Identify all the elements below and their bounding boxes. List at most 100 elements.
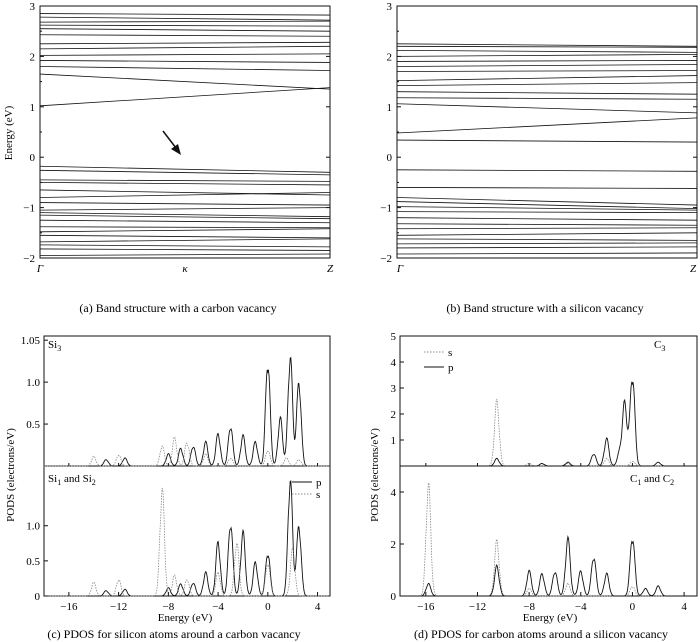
band-line [39, 60, 331, 63]
pdos-series-s-bottom [44, 487, 330, 597]
y-tick-label: 5 [391, 331, 397, 343]
y-tick-label: 4 [391, 357, 397, 369]
x-tick-label: 0 [265, 601, 271, 613]
arrow-annotation [162, 130, 177, 149]
band-line [39, 73, 331, 90]
band-line [396, 64, 698, 67]
y-tick-label: 2 [387, 51, 393, 63]
label-c3: C3 [654, 339, 665, 353]
label-si3: Si3 [48, 339, 61, 353]
band-line [39, 212, 331, 218]
y-tick-label: 2 [30, 51, 36, 63]
band-line [39, 16, 331, 21]
band-line [39, 20, 331, 23]
band-line [396, 45, 698, 48]
band-line [396, 223, 698, 226]
band-line [39, 41, 331, 45]
y-tick-label: 3 [391, 383, 397, 395]
y-tick-label: 1.0 [26, 521, 40, 533]
band-line [39, 228, 331, 233]
y-tick-label: 0 [30, 152, 36, 164]
y-tick-label: −1 [23, 203, 35, 215]
arrow-head [171, 144, 181, 155]
ylabel-d: PODS (electrons/eV) [369, 428, 381, 522]
y-tick-label: −2 [23, 253, 35, 265]
band-line [396, 91, 698, 95]
band-line [396, 238, 698, 241]
x-tick-label: Z [690, 263, 697, 275]
band-line [39, 214, 331, 220]
caption-d: (d) PDOS for carbon atoms around a silic… [414, 627, 668, 641]
band-line [396, 242, 698, 245]
band-line [396, 117, 698, 134]
band-line [39, 207, 331, 211]
x-tick-label: −4 [212, 601, 224, 613]
x-tick-label: −12 [469, 601, 486, 613]
band-line [396, 217, 698, 221]
band-line [396, 75, 698, 81]
band-line [39, 219, 331, 224]
panel-d: −16 −12 −8 −4 0 4 5 4 3 2 1 4 2 0 [391, 331, 698, 613]
y-tick-label: 0.5 [26, 419, 40, 431]
band-line [39, 248, 331, 251]
band-line [39, 179, 331, 182]
y-tick-label: 2 [391, 539, 397, 551]
x-tick-label: 4 [315, 601, 321, 613]
y-tick-label: 3 [387, 1, 393, 13]
legend-label-s: s [316, 489, 320, 501]
y-tick-label: 1 [30, 102, 36, 114]
y-tick-label: 2 [391, 409, 397, 421]
band-line [396, 252, 698, 255]
label-c1-c2: C1 and C2 [630, 473, 674, 487]
band-line [396, 201, 698, 210]
pdos-series-p-bottom [44, 480, 330, 597]
pdos-series-p-top [400, 381, 697, 467]
band-line [39, 192, 331, 198]
y-tick-label: 1 [391, 435, 397, 447]
legend-label-p-d: p [448, 362, 454, 374]
band-line [39, 189, 331, 196]
x-tick-label: −8 [162, 601, 174, 613]
band-line [39, 169, 331, 176]
band-line [39, 13, 331, 16]
pdos-series-p-top [44, 356, 330, 467]
band-line [39, 45, 331, 50]
x-tick-label: Γ [396, 263, 404, 275]
panel-b: 3 2 1 0 −1 −2 Γ Z [380, 1, 698, 275]
y-tick-label: 0 [391, 591, 397, 603]
band-line [396, 169, 698, 172]
band-line [39, 53, 331, 56]
band-line [39, 234, 331, 239]
band-line [396, 49, 698, 53]
legend-label-s-d: s [448, 347, 452, 359]
band-line [39, 165, 331, 173]
band-line [396, 232, 698, 236]
x-tick-label: κ [182, 263, 188, 275]
caption-a: (a) Band structure with a carbon vacancy [79, 301, 276, 315]
band-line [396, 60, 698, 62]
xlabel-c: Energy (eV) [158, 612, 213, 624]
band-line [396, 187, 698, 189]
y-tick-label: −1 [380, 203, 392, 215]
band-line [396, 70, 698, 72]
band-line [396, 139, 698, 143]
band-line [39, 87, 331, 107]
x-tick-label: 0 [630, 601, 636, 613]
band-line [39, 24, 331, 27]
y-tick-label: 1.05 [21, 335, 41, 347]
band-line [396, 211, 698, 214]
x-tick-label: −16 [60, 601, 78, 613]
y-tick-label: −2 [380, 253, 392, 265]
y-tick-label: 1 [387, 102, 393, 114]
ylabel-c: PODS (electrons/eV) [5, 428, 17, 522]
pdos-series-p-bottom [400, 535, 697, 597]
x-tick-label: −12 [110, 601, 127, 613]
x-tick-label: 4 [681, 601, 687, 613]
x-tick-label: Z [327, 263, 334, 275]
y-tick-label: 1.0 [26, 377, 40, 389]
band-line [396, 206, 698, 211]
caption-b: (b) Band structure with a silicon vacanc… [446, 301, 643, 315]
band-line [39, 244, 331, 248]
band-line [396, 227, 698, 230]
